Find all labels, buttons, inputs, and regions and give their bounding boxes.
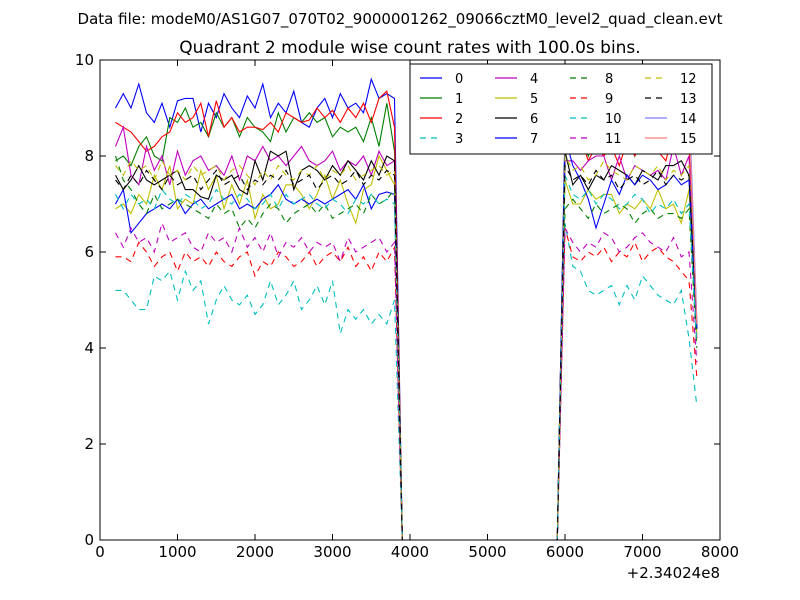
y-tick-label-5: 10	[75, 51, 94, 69]
y-tick-label-0: 0	[84, 531, 94, 549]
x-offset-label: +2.34024e8	[627, 564, 720, 582]
x-tick-label-0: 0	[95, 543, 105, 561]
series-line-8	[114, 155, 698, 540]
y-tick-label-2: 4	[84, 339, 94, 357]
legend-label-1: 1	[455, 92, 463, 107]
legend-label-12: 12	[680, 72, 697, 87]
y-tick-label-3: 6	[84, 243, 94, 261]
legend-label-10: 10	[605, 112, 622, 127]
chart-title: Quadrant 2 module wise count rates with …	[179, 38, 640, 58]
legend-label-9: 9	[605, 92, 613, 107]
y-tick-label-1: 2	[84, 435, 94, 453]
legend-label-7: 7	[530, 132, 538, 147]
legend-label-3: 3	[455, 132, 463, 147]
legend-label-13: 13	[680, 92, 697, 107]
series-line-3	[115, 223, 698, 540]
series-line-10	[115, 174, 698, 540]
legend-label-6: 6	[530, 112, 538, 127]
x-tick-label-4: 4000	[391, 543, 429, 561]
legend-label-11: 11	[605, 132, 622, 147]
x-tick-label-5: 5000	[468, 543, 506, 561]
data-file-label: Data file: modeM0/AS1G07_070T02_90000012…	[78, 10, 723, 29]
legend-label-0: 0	[455, 72, 463, 87]
legend-box	[409, 63, 713, 155]
legend-label-14: 14	[680, 112, 697, 127]
legend-label-15: 15	[680, 132, 697, 147]
legend-label-8: 8	[605, 72, 613, 87]
x-tick-label-6: 6000	[546, 543, 584, 561]
series-line-13	[115, 163, 698, 540]
x-tick-label-2: 2000	[236, 543, 274, 561]
x-tick-label-8: 8000	[701, 543, 739, 561]
series-line-6	[115, 150, 698, 540]
legend-label-2: 2	[455, 112, 463, 127]
series-line-9	[115, 227, 698, 540]
x-tick-label-1: 1000	[158, 543, 196, 561]
legend-label-4: 4	[530, 72, 538, 87]
legend-label-5: 5	[530, 92, 538, 107]
series-line-4	[114, 125, 698, 540]
series-layer	[114, 69, 698, 540]
x-tick-label-7: 7000	[623, 543, 661, 561]
x-tick-label-3: 3000	[313, 543, 351, 561]
series-line-12	[115, 153, 698, 540]
y-tick-label-4: 8	[84, 147, 94, 165]
